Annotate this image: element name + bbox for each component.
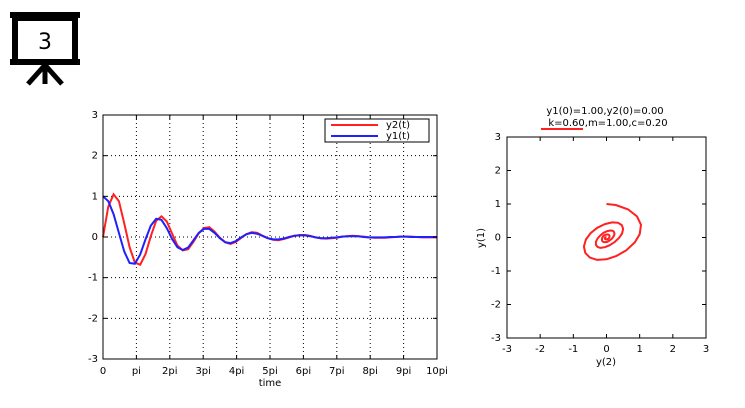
main-ticks: 0 pi 2pi 3pi 4pi 5pi 6pi 7pi 8pi 9pi 10pi -3 -2 -1 0 1 2… [88,110,448,377]
main-y-tick-label: -3 [88,354,98,365]
main-y-tick-label: 3 [92,110,98,121]
main-x-tick-label: 3pi [195,366,211,377]
main-y-tick-label: 0 [92,232,98,243]
phase-x-tick-label: 3 [703,344,709,355]
main-x-tick-label: 9pi [396,366,412,377]
phase-y-tick-label: 0 [495,233,501,244]
main-x-tick-label: 10pi [426,366,448,377]
main-grid [103,115,437,359]
series-line-y1(t) [102,195,437,265]
board-leg-right [43,63,64,86]
phase-y-tick-label: -2 [491,300,501,311]
phase-y-axis-label: y(1) [476,228,487,248]
phase-subtitle: k=0.60,m=1.00,c=0.20 [548,118,667,129]
main-series-group [102,192,437,266]
main-y-tick-label: -1 [88,273,98,284]
phase-y-tick-label: -1 [491,266,501,277]
main-x-tick-label: 6pi [296,366,312,377]
phase-series-group [582,203,642,261]
legend-label-y1(t): y1(t) [386,131,410,142]
main-x-tick-label: 2pi [162,366,178,377]
phase-ticks: -3 -2 -1 0 1 2 3 -3 -2 -1 0 1 2 3 [491,132,709,355]
phase-x-tick-label: 1 [636,344,642,355]
phase-y-tick-label: -3 [491,333,501,344]
phase-x-axis-label: y(2) [596,357,616,368]
main-x-tick-label: 7pi [329,366,345,377]
main-y-tick-label: -2 [88,313,98,324]
main-x-tick-label: 8pi [362,366,378,377]
board-bar-bottom [10,59,80,65]
main-x-tick-label: pi [132,366,141,377]
presentation-board-icon: 3 [10,12,80,86]
phase-x-tick-label: -2 [535,344,545,355]
main-x-tick-label: 4pi [229,366,245,377]
legend-label-y2(t): y2(t) [386,120,410,131]
main-x-tick-label: 5pi [262,366,278,377]
slide-number: 3 [38,30,52,55]
phase-trajectory-line [582,203,642,261]
phase-y-tick-label: 3 [495,132,501,143]
main-y-tick-label: 2 [92,151,98,162]
phase-y-tick-label: 2 [495,166,501,177]
phase-x-tick-label: -1 [568,344,578,355]
main-legend: y2(t)y1(t) [324,118,430,143]
phase-x-tick-label: 2 [670,344,676,355]
board-leg-left [26,63,47,86]
main-x-axis-label: time [259,378,282,389]
phase-x-tick-label: 0 [603,344,609,355]
phase-y-tick-label: 1 [495,199,501,210]
main-y-tick-label: 1 [92,191,98,202]
phase-x-tick-label: -3 [502,344,512,355]
phase-title: y1(0)=1.00,y2(0)=0.00 [546,106,663,117]
main-x-tick-label: 0 [100,366,106,377]
